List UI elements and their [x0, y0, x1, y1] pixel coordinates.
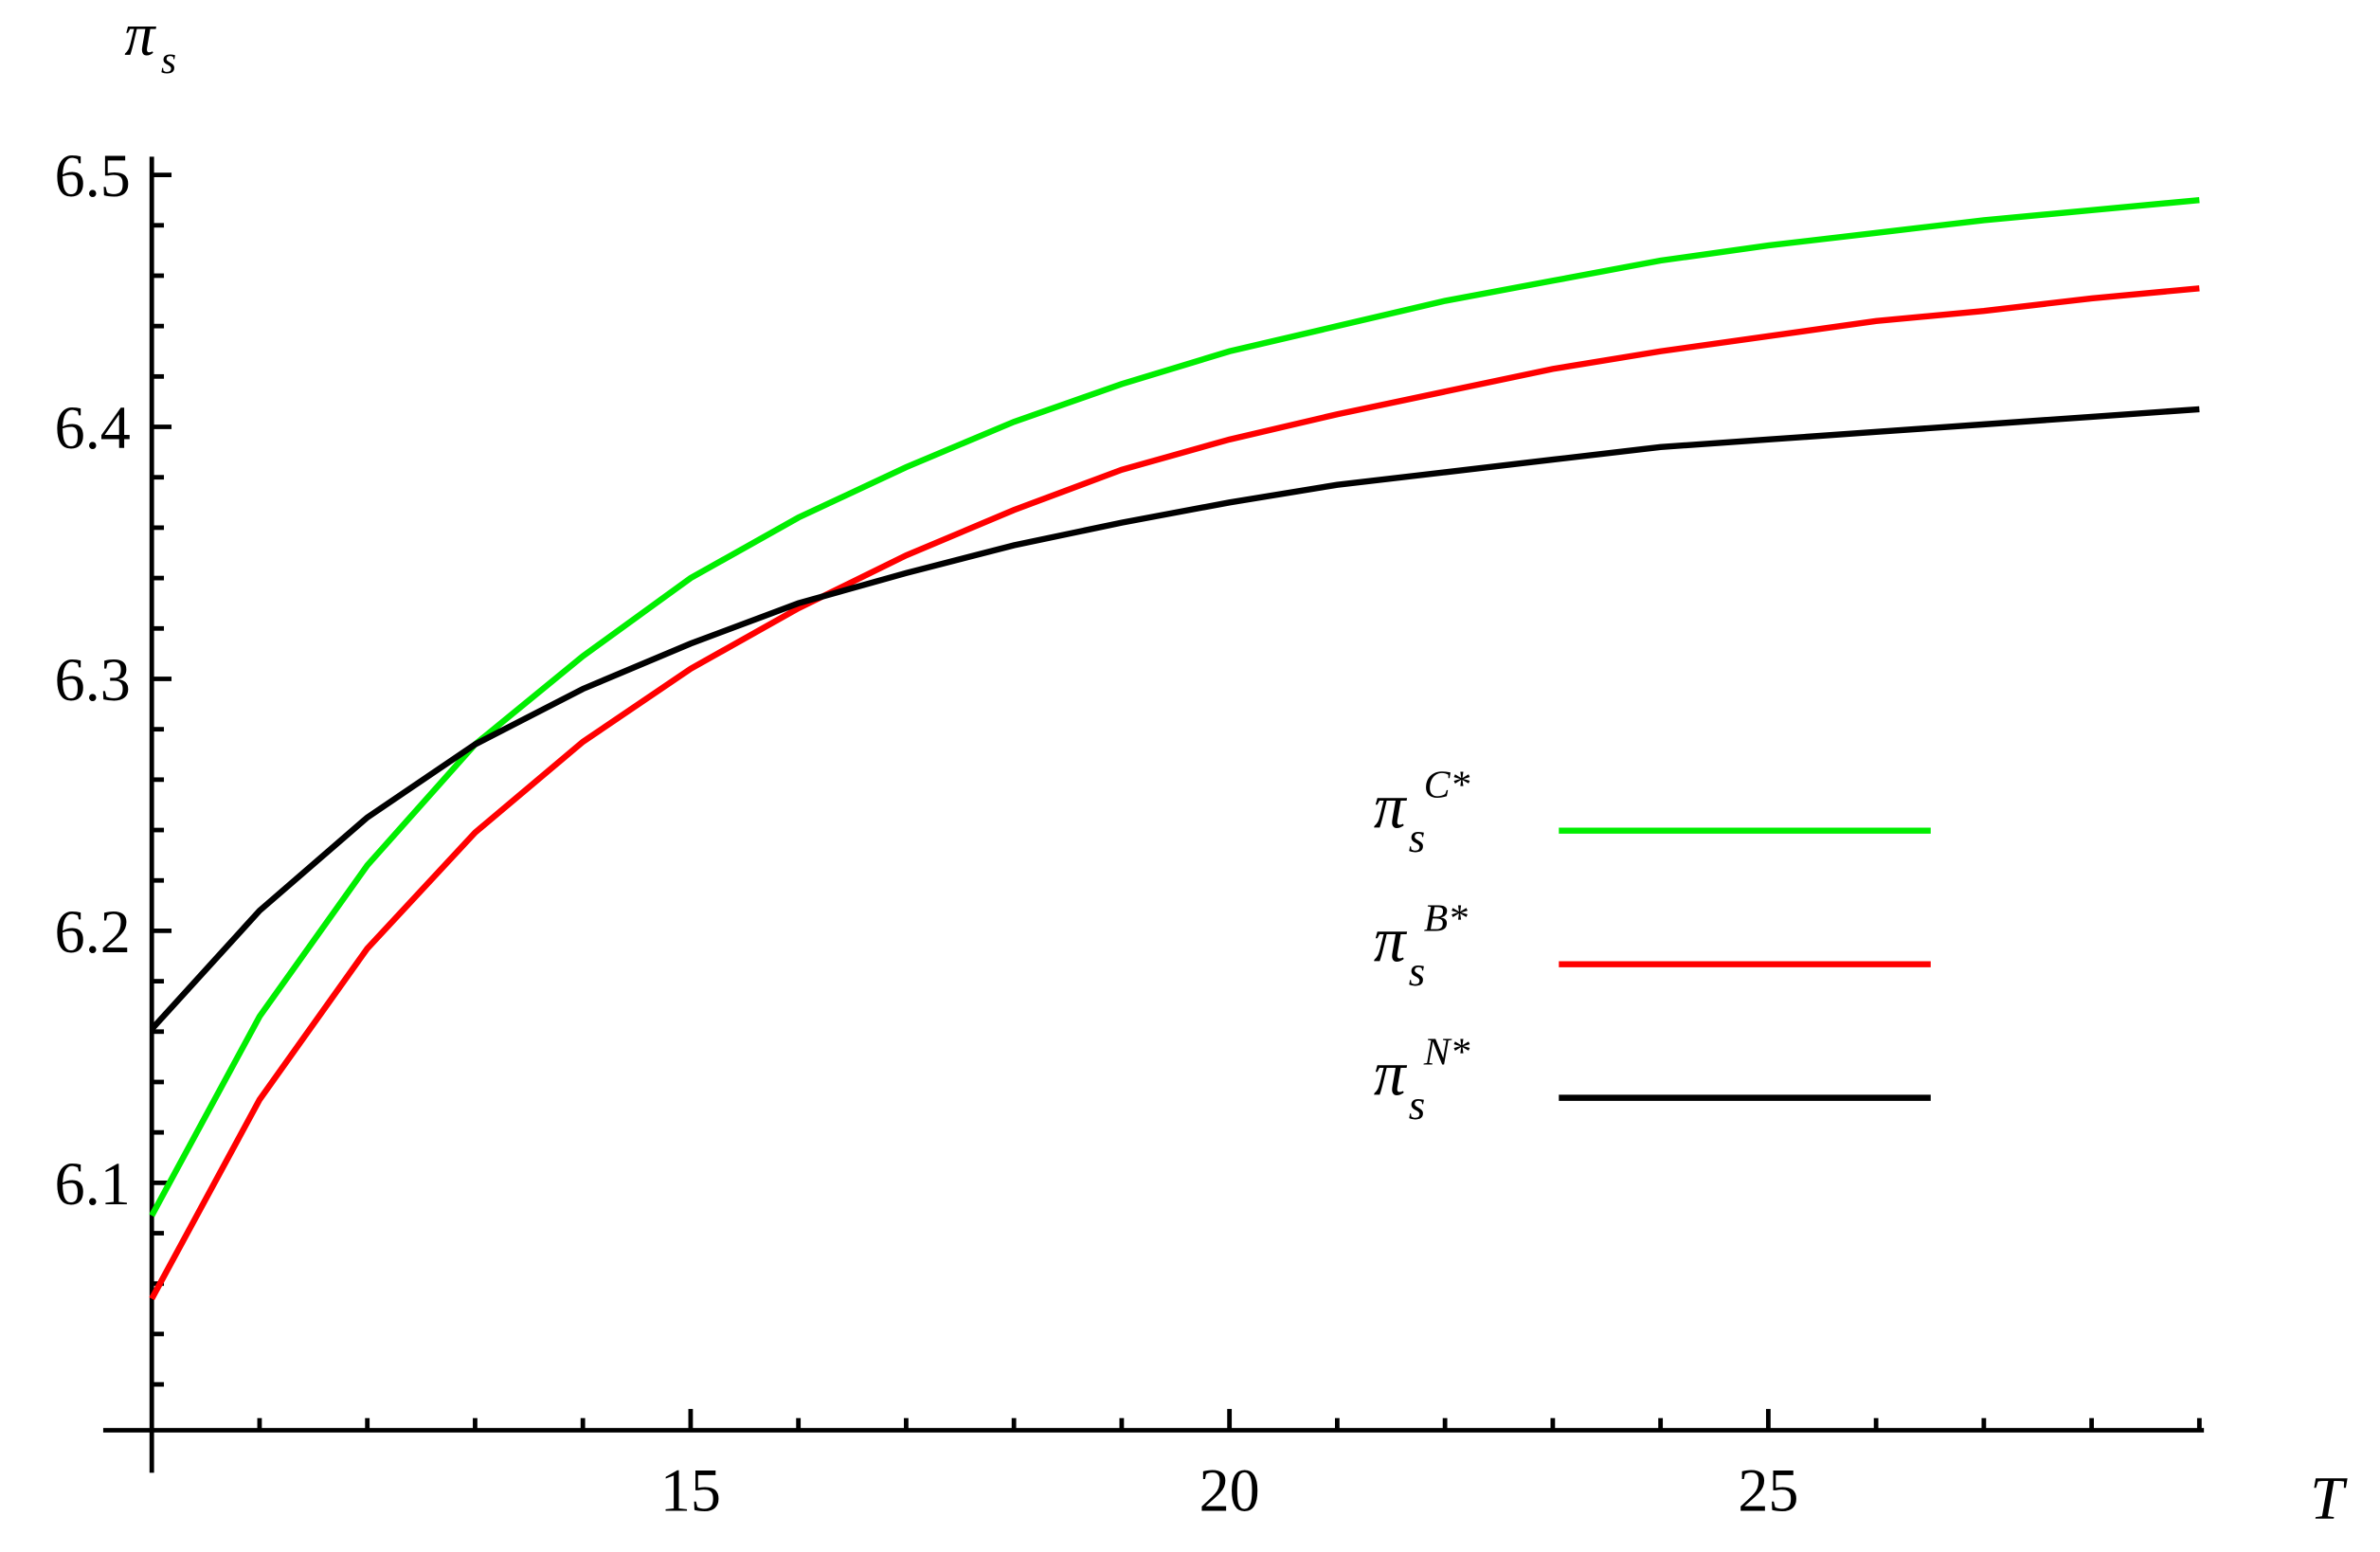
x-tick-label: 25: [1738, 1456, 1798, 1524]
y-tick-label: 6.4: [55, 394, 131, 461]
y-tick-label: 6.2: [55, 898, 131, 965]
legend-label-sub: s: [1409, 1081, 1425, 1128]
x-tick-label: 15: [660, 1456, 721, 1524]
x-axis-label: T: [2310, 1464, 2348, 1531]
y-axis-label-sub: s: [161, 39, 176, 82]
y-tick-label: 6.1: [55, 1150, 131, 1218]
series-line: [149, 196, 2200, 1218]
legend-label-sub: s: [1409, 814, 1425, 861]
legend-label-sup: C*: [1424, 763, 1470, 806]
y-axis-label: π: [124, 1, 156, 68]
legend-label: π: [1374, 904, 1408, 975]
y-tick-label: 6.5: [55, 142, 131, 209]
x-tick-label: 20: [1199, 1456, 1260, 1524]
series-line: [149, 406, 2200, 1032]
legend-label: π: [1374, 770, 1408, 841]
legend-label-sup: B*: [1424, 896, 1468, 940]
legend-label-sub: s: [1409, 947, 1425, 995]
y-tick-label: 6.3: [55, 646, 131, 713]
legend-label-sup: N*: [1423, 1030, 1470, 1074]
legend-label: π: [1374, 1038, 1408, 1109]
series-line: [149, 285, 2200, 1301]
